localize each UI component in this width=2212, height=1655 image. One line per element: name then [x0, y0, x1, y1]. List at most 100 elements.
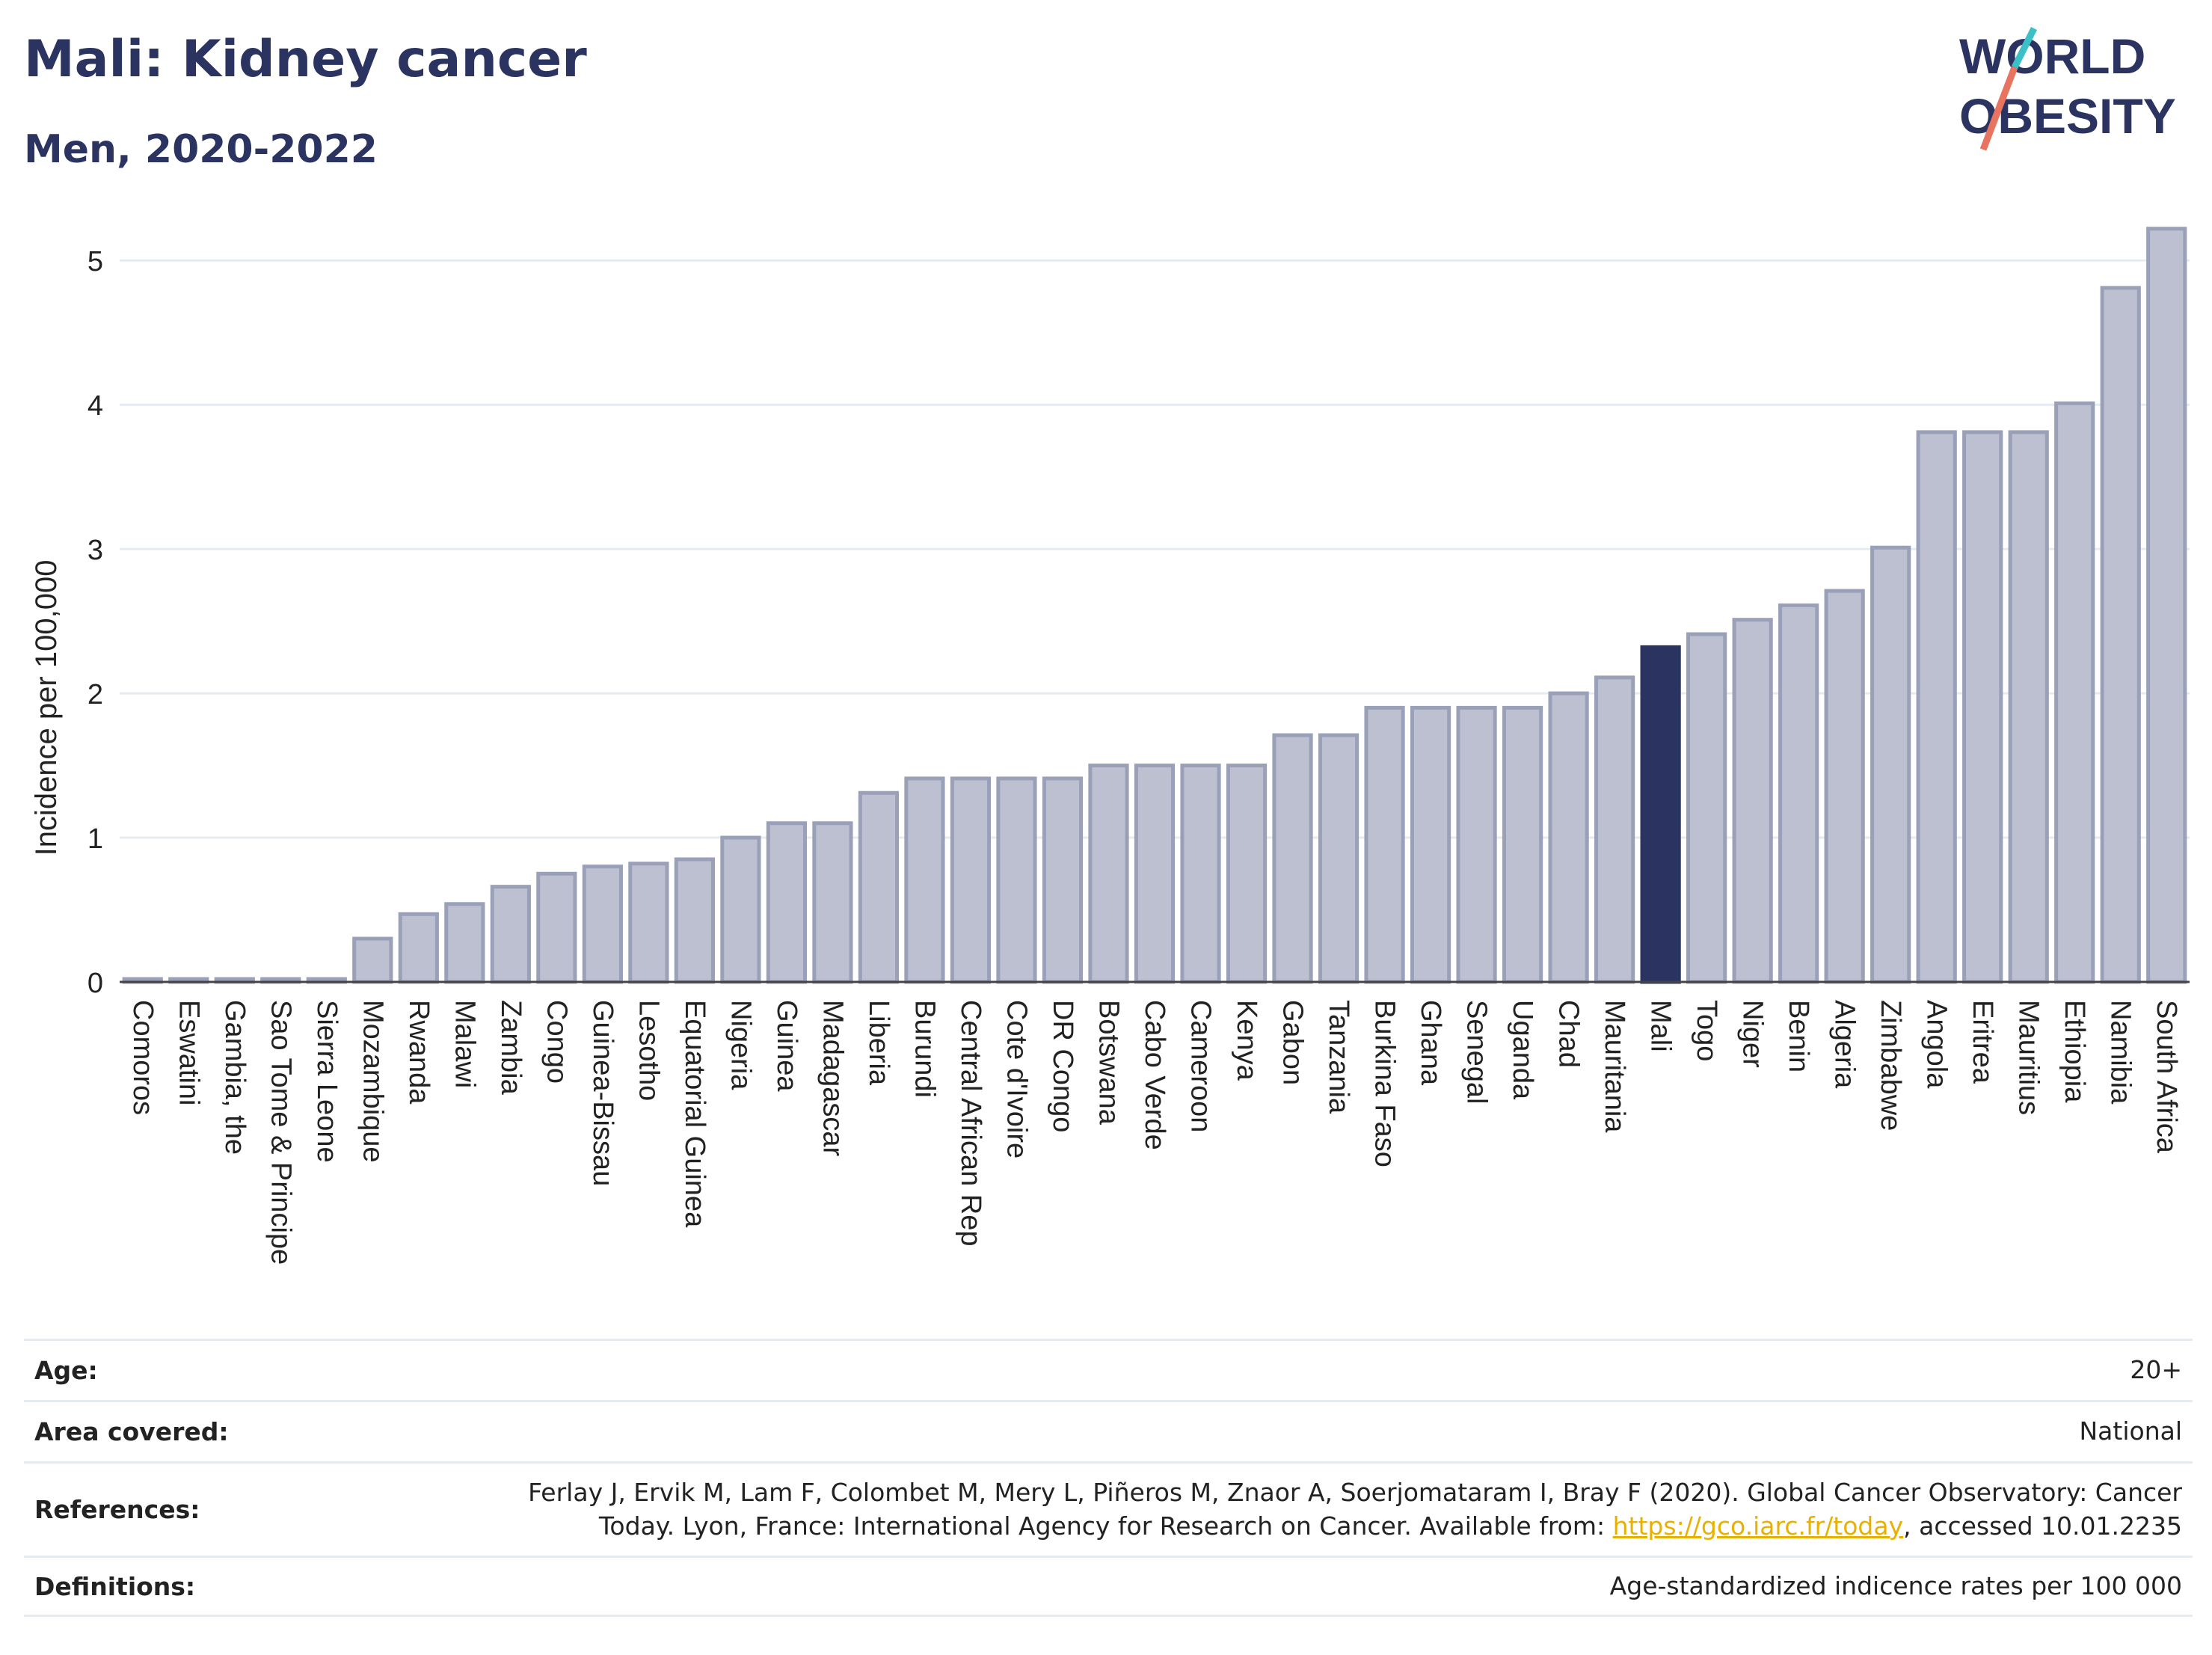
- bar-botswana: [1088, 764, 1129, 984]
- bar-mauritania: [1594, 675, 1635, 984]
- bar-zambia: [490, 885, 531, 984]
- x-tick-label: Liberia: [863, 1000, 894, 1086]
- x-tick-label: Cameroon: [1185, 1000, 1217, 1132]
- x-tick-label: Nigeria: [725, 1000, 756, 1090]
- x-tick-label: Burkina Faso: [1369, 1000, 1401, 1167]
- x-tick-label: Madagascar: [817, 1000, 848, 1156]
- bar-benin: [1778, 603, 1819, 984]
- bar-central-african-rep: [950, 776, 992, 984]
- references-text-line2: Today. Lyon, France: International Agenc…: [598, 1511, 1613, 1541]
- x-tick-label: Central African Rep: [955, 1000, 986, 1247]
- bar-ethiopia: [2054, 401, 2095, 984]
- x-tick-label: Togo: [1691, 1000, 1722, 1061]
- metadata-table: Age: 20+ Area covered: National Referenc…: [24, 1339, 2193, 1617]
- area-label: Area covered:: [34, 1417, 229, 1446]
- bar-congo: [536, 871, 577, 984]
- meta-row-definitions: Definitions: Age-standardized indicence …: [24, 1556, 2193, 1617]
- logo-slash-coral: [1979, 66, 2018, 151]
- bar-uganda: [1502, 705, 1543, 984]
- bar-mali: [1640, 645, 1681, 984]
- y-axis-ticks: 0 1 2 3 4 5: [87, 246, 103, 999]
- bars: [122, 227, 2187, 984]
- references-label: References:: [34, 1495, 200, 1524]
- x-tick-label: Gambia, the: [219, 1000, 251, 1155]
- bar-ghana: [1410, 705, 1451, 984]
- x-tick-label: Eswatini: [173, 1000, 204, 1106]
- logo-slash-teal: [2011, 26, 2038, 70]
- bar-cameroon: [1180, 764, 1221, 984]
- bar-niger: [1732, 618, 1773, 984]
- x-tick-label: Angola: [1921, 1000, 1953, 1089]
- bar-south-africa: [2146, 227, 2187, 984]
- references-link[interactable]: https://gco.iarc.fr/today: [1612, 1511, 1904, 1541]
- x-tick-label: DR Congo: [1047, 1000, 1078, 1132]
- x-tick-label: Botswana: [1093, 1000, 1124, 1126]
- x-tick-label: Malawi: [449, 1000, 480, 1088]
- chart-title: Mali: Kidney cancer: [24, 30, 587, 89]
- bar-malawi: [444, 902, 485, 984]
- definitions-value: Age-standardized indicence rates per 100…: [1609, 1570, 2182, 1600]
- bar-tanzania: [1318, 733, 1360, 984]
- bar-nigeria: [720, 835, 761, 984]
- age-label: Age:: [34, 1356, 98, 1385]
- bar-liberia: [858, 790, 900, 984]
- bar-senegal: [1456, 705, 1497, 984]
- x-tick-label: Congo: [541, 1000, 572, 1084]
- bar-rwanda: [398, 912, 439, 984]
- x-tick-label: Chad: [1553, 1000, 1585, 1068]
- bar-zimbabwe: [1870, 545, 1911, 984]
- x-axis-ticks: Comoros Eswatini Gambia, the Sao Tome & Pri…: [127, 1000, 2182, 1265]
- references-text-line1: Ferlay J, Ervik M, Lam F, Colombet M, Me…: [528, 1477, 2182, 1507]
- y-tick-label: 1: [87, 823, 103, 855]
- x-tick-label: Namibia: [2105, 1000, 2136, 1105]
- bar-gabon: [1272, 733, 1313, 984]
- x-tick-label: Zambia: [495, 1000, 526, 1096]
- bar-angola: [1916, 430, 1957, 984]
- x-tick-label: Lesotho: [633, 1000, 664, 1101]
- y-tick-label: 3: [87, 535, 103, 566]
- area-value: National: [2079, 1416, 2182, 1446]
- x-tick-label: Tanzania: [1323, 1000, 1354, 1114]
- references-value: Ferlay J, Ervik M, Lam F, Colombet M, Me…: [528, 1476, 2182, 1543]
- meta-row-age: Age: 20+: [24, 1339, 2193, 1400]
- bar-burkina-faso: [1364, 705, 1405, 984]
- y-axis-label: Incidence per 100,000: [30, 560, 63, 856]
- x-tick-label: Ethiopia: [2059, 1000, 2090, 1103]
- x-tick-label: Uganda: [1507, 1000, 1538, 1100]
- bar-togo: [1686, 632, 1727, 984]
- x-tick-label: Rwanda: [403, 1000, 434, 1105]
- x-tick-label: South Africa: [2151, 1000, 2182, 1154]
- x-tick-label: Burundi: [909, 1000, 940, 1098]
- x-tick-label: Senegal: [1461, 1000, 1493, 1104]
- x-tick-label: Cabo Verde: [1139, 1000, 1170, 1150]
- x-tick-label: Niger: [1737, 1000, 1769, 1068]
- bar-chart: 0 1 2 3 4 5 Comoros Eswatini Gambia, the Sao Tom…: [30, 227, 2190, 1265]
- bar-mozambique: [352, 936, 393, 984]
- y-tick-label: 0: [87, 968, 103, 999]
- x-tick-label: Benin: [1783, 1000, 1814, 1072]
- x-tick-label: Gabon: [1277, 1000, 1309, 1085]
- bar-eritrea: [1962, 430, 2003, 984]
- bar-guinea-bissau: [582, 865, 623, 984]
- logo-line1: WORLD: [1959, 28, 2145, 84]
- bar-lesotho: [628, 862, 669, 984]
- x-tick-label: Zimbabwe: [1875, 1000, 1906, 1131]
- age-value: 20+: [2130, 1355, 2182, 1385]
- y-tick-label: 5: [87, 246, 103, 277]
- bar-madagascar: [812, 821, 853, 984]
- x-tick-label: Comoros: [127, 1000, 159, 1115]
- x-tick-label: Mozambique: [357, 1000, 388, 1163]
- x-tick-label: Sierra Leone: [311, 1000, 342, 1163]
- x-tick-label: Eritrea: [1967, 1000, 1998, 1084]
- world-obesity-logo: WORLD OBESITY: [1959, 26, 2176, 151]
- x-tick-label: Ghana: [1415, 1000, 1446, 1086]
- bar-chad: [1548, 691, 1589, 984]
- bar-kenya: [1226, 764, 1268, 984]
- y-tick-label: 2: [87, 679, 103, 710]
- meta-row-area: Area covered: National: [24, 1400, 2193, 1461]
- x-tick-label: Mauritania: [1599, 1000, 1630, 1133]
- x-tick-label: Algeria: [1829, 1000, 1861, 1089]
- bar-cabo-verde: [1134, 764, 1176, 984]
- y-tick-label: 4: [87, 390, 103, 422]
- x-tick-label: Guinea: [771, 1000, 802, 1092]
